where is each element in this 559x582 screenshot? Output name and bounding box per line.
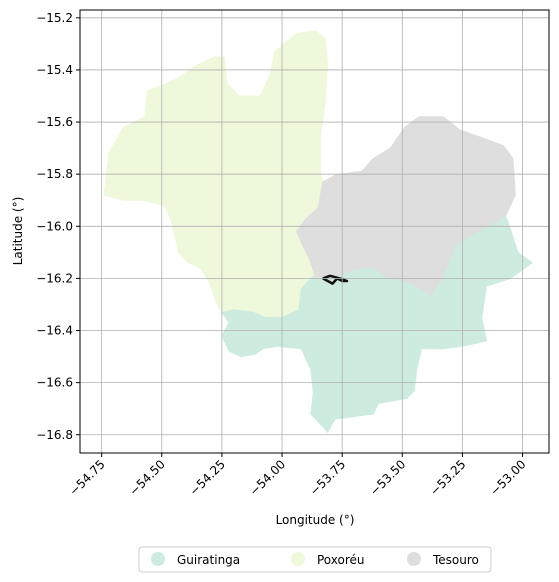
legend-marker-guiratinga (151, 552, 165, 566)
x-axis-ticks: −54.75 −54.50 −54.25 −54.00 −53.75 −53.50 −53.… (66, 453, 529, 499)
x-axis-label: Longitude (°) (276, 513, 355, 527)
x-tick-label: −53.50 (367, 457, 408, 498)
x-tick-label: −54.75 (66, 457, 107, 498)
grid-layer (80, 10, 549, 453)
y-tick-label: −15.8 (36, 167, 73, 181)
regions-layer (103, 30, 534, 434)
y-tick-label: −15.4 (36, 63, 73, 77)
legend: Guiratinga Poxoréu Tesouro (138, 546, 492, 573)
plot-frame (79, 9, 550, 454)
legend-label-poxoreu: Poxoréu (317, 553, 365, 567)
y-tick-label: −16.2 (36, 271, 73, 285)
legend-marker-tesouro (407, 552, 421, 566)
y-tick-label: −16.6 (36, 376, 73, 390)
y-axis-label: Latitude (°) (11, 197, 25, 266)
region-guiratinga (221, 215, 534, 434)
legend-label-guiratinga: Guiratinga (177, 553, 240, 567)
legend-marker-poxoreu (291, 552, 305, 566)
x-tick-label: −53.00 (487, 457, 528, 498)
y-tick-label: −16.8 (36, 428, 73, 442)
y-tick-label: −15.6 (36, 115, 73, 129)
y-tick-label: −16.0 (36, 219, 73, 233)
x-tick-label: −54.00 (247, 457, 288, 498)
legend-label-tesouro: Tesouro (432, 553, 479, 567)
x-tick-label: −53.75 (307, 457, 348, 498)
x-tick-label: −53.25 (427, 457, 468, 498)
y-axis-ticks: −15.2 −15.4 −15.6 −15.8 −16.0 −16.2 −16.4 −16.6… (36, 11, 80, 442)
x-tick-label: −54.50 (127, 457, 168, 498)
x-tick-label: −54.25 (187, 457, 228, 498)
y-tick-label: −16.4 (36, 324, 73, 338)
y-tick-label: −15.2 (36, 11, 73, 25)
legend-box (138, 546, 492, 573)
